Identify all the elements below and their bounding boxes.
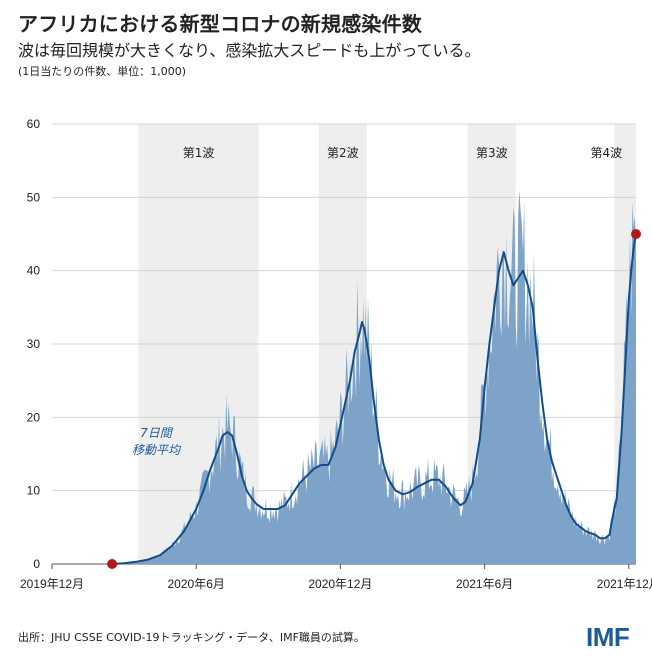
endpoint-markers (107, 229, 641, 569)
y-axis-ticks: 0 10 20 30 40 50 60 (27, 117, 41, 571)
y-tick-label: 40 (27, 264, 41, 278)
y-tick-label: 30 (27, 337, 41, 351)
x-tick-label: 2021年6月 (456, 577, 513, 591)
y-tick-label: 0 (33, 557, 40, 571)
annotation-line: 移動平均 (132, 443, 182, 457)
y-tick-label: 60 (27, 117, 41, 131)
imf-logo: IMF (586, 622, 630, 652)
daily-cases-area (112, 189, 637, 564)
annotation-line: 7日間 (140, 426, 174, 440)
wave-label-2: 第2波 (327, 146, 359, 160)
wave-label-3: 第3波 (476, 146, 508, 160)
x-axis-ticks: 2019年12月 2020年6月 2020年12月 2021年6月 2021年12月 (20, 564, 652, 591)
wave-label-1: 第1波 (183, 146, 215, 160)
y-tick-label: 20 (27, 410, 41, 424)
y-tick-label: 50 (27, 190, 41, 204)
end-marker (631, 229, 641, 239)
x-tick-label: 2021年12月 (597, 577, 652, 591)
chart-subtitle: 波は毎回規模が大きくなり、感染拡大スピードも上がっている。 (18, 41, 481, 60)
x-tick-label: 2019年12月 (20, 577, 84, 591)
chart-title: アフリカにおける新型コロナの新規感染件数 (18, 12, 422, 36)
x-tick-label: 2020年12月 (308, 577, 372, 591)
units-note: (1日当たりの件数、単位：1,000) (18, 65, 187, 78)
x-tick-label: 2020年6月 (168, 577, 225, 591)
wave-label-4: 第4波 (591, 146, 623, 160)
moving-average-line (112, 233, 637, 565)
start-marker (107, 559, 118, 569)
daily-cases-area-path (112, 189, 637, 564)
y-tick-label: 10 (27, 484, 41, 498)
source-note: 出所：JHU CSSE COVID-19トラッキング・データ、IMF職員の試算。 (18, 631, 365, 644)
wave-labels: 第1波 第2波 第3波 第4波 (183, 146, 622, 160)
moving-average-path (112, 233, 637, 565)
